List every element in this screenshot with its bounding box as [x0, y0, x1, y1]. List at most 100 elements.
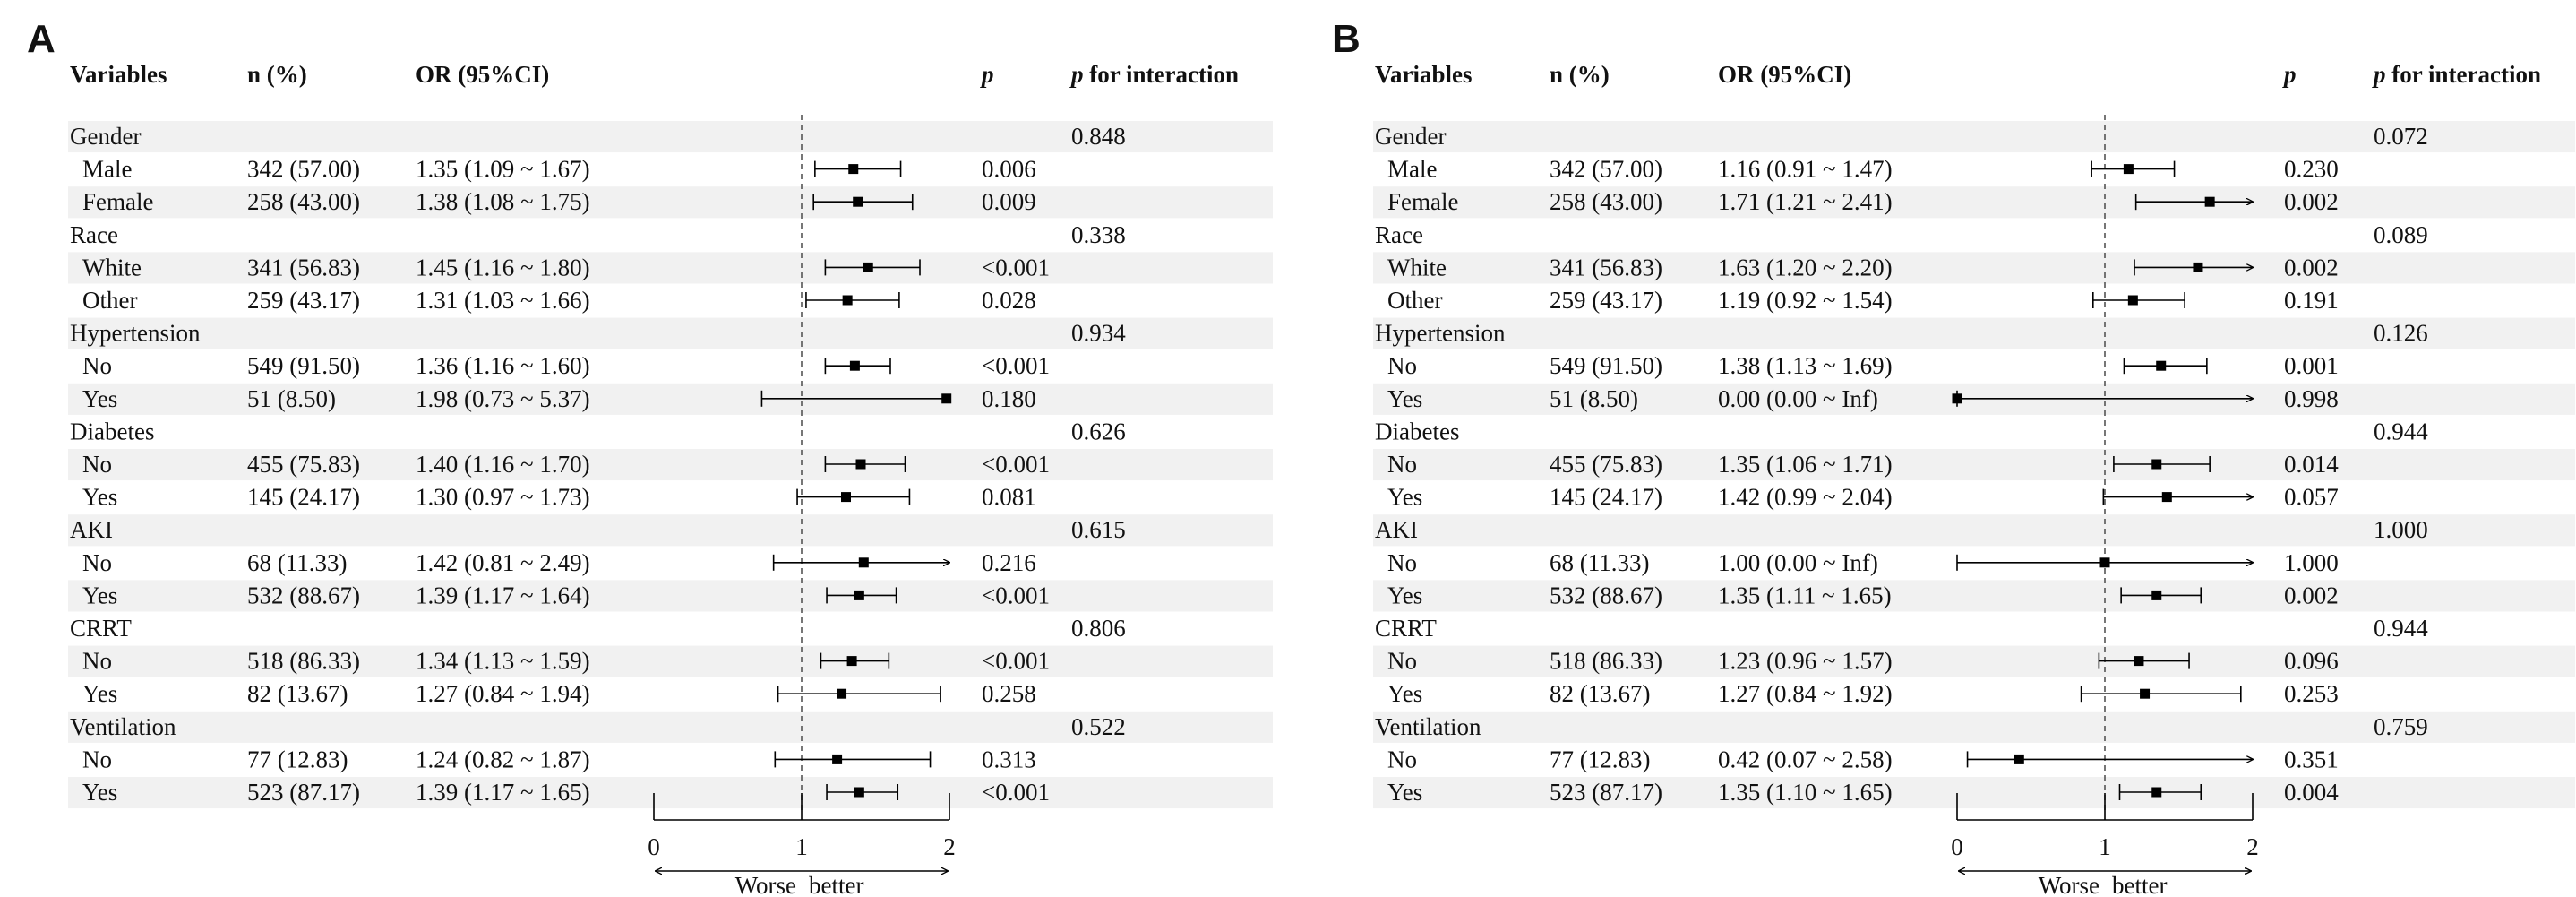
p-value: 0.313 — [982, 746, 1036, 772]
point-estimate — [2134, 656, 2144, 667]
group-label: AKI — [70, 516, 113, 543]
point-estimate — [2014, 754, 2024, 764]
p-interaction-value: 1.000 — [2374, 516, 2428, 543]
n-percent-value: 523 (87.17) — [247, 779, 360, 806]
or-ci-value: 1.27 (0.84 ~ 1.94) — [416, 680, 590, 707]
p-value: <0.001 — [982, 254, 1050, 280]
p-value: 0.253 — [2284, 680, 2339, 707]
or-ci-value: 1.30 (0.97 ~ 1.73) — [416, 484, 590, 511]
p-value: <0.001 — [982, 352, 1050, 379]
p-value: 0.002 — [2284, 254, 2339, 280]
n-percent-value: 82 (13.67) — [1550, 680, 1650, 707]
subgroup-label: Yes — [82, 385, 117, 412]
n-percent-value: 532 (88.67) — [247, 582, 360, 608]
p-interaction-value: 0.626 — [1071, 418, 1126, 444]
point-estimate — [842, 295, 853, 306]
row-stripe — [68, 121, 1273, 153]
or-ci-value: 1.00 (0.00 ~ Inf) — [1718, 549, 1878, 576]
point-estimate — [2151, 459, 2162, 470]
n-percent-value: 259 (43.17) — [247, 287, 360, 314]
header-n-percent: n (%) — [1550, 61, 1610, 88]
p-value: 0.002 — [2284, 582, 2339, 608]
point-estimate — [2151, 590, 2162, 600]
p-interaction-value: 0.806 — [1071, 615, 1126, 642]
row-stripe — [68, 514, 1273, 547]
n-percent-value: 518 (86.33) — [1550, 648, 1662, 675]
p-value: 0.014 — [2284, 451, 2339, 478]
point-estimate — [2140, 688, 2151, 699]
group-label: Ventilation — [1375, 713, 1481, 740]
p-value: 0.191 — [2284, 287, 2339, 314]
point-estimate — [855, 459, 866, 470]
p-value: 0.004 — [2284, 779, 2339, 806]
row-stripe — [68, 252, 1273, 284]
n-percent-value: 145 (24.17) — [247, 484, 360, 511]
point-estimate — [2156, 360, 2167, 371]
p-interaction-value: 0.126 — [2374, 320, 2428, 347]
or-ci-value: 1.40 (1.16 ~ 1.70) — [416, 451, 590, 478]
p-interaction-value: 0.944 — [2374, 615, 2428, 642]
row-stripe — [68, 383, 1273, 415]
or-ci-value: 1.24 (0.82 ~ 1.87) — [416, 746, 590, 772]
p-value: 0.216 — [982, 549, 1036, 576]
row-stripe — [68, 186, 1273, 219]
p-interaction-value: 0.934 — [1071, 320, 1126, 347]
row-stripe — [68, 711, 1273, 743]
x-tick-label: 0 — [1951, 833, 1963, 860]
row-stripe — [1373, 252, 2575, 284]
n-percent-value: 341 (56.83) — [1550, 254, 1662, 280]
p-value: 0.180 — [982, 385, 1036, 412]
group-label: CRRT — [70, 615, 132, 642]
or-ci-value: 1.35 (1.09 ~ 1.67) — [416, 156, 590, 183]
or-ci-value: 1.35 (1.11 ~ 1.65) — [1718, 582, 1892, 608]
or-ci-value: 1.38 (1.13 ~ 1.69) — [1718, 352, 1893, 379]
group-label: Diabetes — [1375, 418, 1459, 444]
row-stripe — [68, 449, 1273, 481]
subgroup-label: Other — [1387, 287, 1442, 314]
or-ci-value: 1.23 (0.96 ~ 1.57) — [1718, 648, 1893, 675]
header-variables: Variables — [70, 61, 167, 88]
point-estimate — [854, 787, 864, 798]
n-percent-value: 82 (13.67) — [247, 680, 348, 707]
point-estimate — [849, 360, 860, 371]
subgroup-label: Yes — [1387, 385, 1422, 412]
or-ci-value: 1.27 (0.84 ~ 1.92) — [1718, 680, 1893, 707]
axis-left-label: Worse — [2039, 872, 2099, 897]
point-estimate — [848, 164, 859, 175]
p-interaction-value: 0.944 — [2374, 418, 2428, 444]
n-percent-value: 523 (87.17) — [1550, 779, 1662, 806]
or-ci-value: 1.35 (1.06 ~ 1.71) — [1718, 451, 1893, 478]
p-value: 0.081 — [982, 484, 1036, 511]
panel-a: A Variables n (%) OR (95%CI) p p for interact… — [27, 17, 1273, 897]
p-value: 0.258 — [982, 680, 1036, 707]
p-value: 0.057 — [2284, 484, 2339, 511]
or-ci-value: 1.34 (1.13 ~ 1.59) — [416, 648, 590, 675]
point-estimate — [2099, 557, 2110, 568]
n-percent-value: 532 (88.67) — [1550, 582, 1662, 608]
axis-right-label: better — [2112, 872, 2167, 897]
point-estimate — [863, 262, 873, 272]
or-ci-value: 1.42 (0.99 ~ 2.04) — [1718, 484, 1893, 511]
n-percent-value: 68 (11.33) — [247, 549, 347, 576]
subgroup-label: White — [82, 254, 142, 280]
row-stripe — [1373, 711, 2575, 743]
n-percent-value: 342 (57.00) — [1550, 156, 1662, 183]
p-value: 0.998 — [2284, 385, 2339, 412]
group-label: Ventilation — [70, 713, 176, 740]
header-variables: Variables — [1375, 61, 1473, 88]
point-estimate — [1952, 393, 1962, 404]
p-value: 0.096 — [2284, 648, 2339, 675]
row-stripe — [68, 580, 1273, 612]
or-ci-value: 0.42 (0.07 ~ 2.58) — [1718, 746, 1893, 772]
subgroup-label: Female — [82, 188, 153, 215]
point-estimate — [853, 196, 863, 207]
p-interaction-value: 0.615 — [1071, 516, 1126, 543]
point-estimate — [941, 393, 952, 404]
row-stripe — [1373, 121, 2575, 153]
p-interaction-value: 0.338 — [1071, 221, 1126, 248]
n-percent-value: 68 (11.33) — [1550, 549, 1649, 576]
p-value: 0.351 — [2284, 746, 2339, 772]
subgroup-label: No — [82, 352, 112, 379]
group-label: Diabetes — [70, 418, 154, 444]
